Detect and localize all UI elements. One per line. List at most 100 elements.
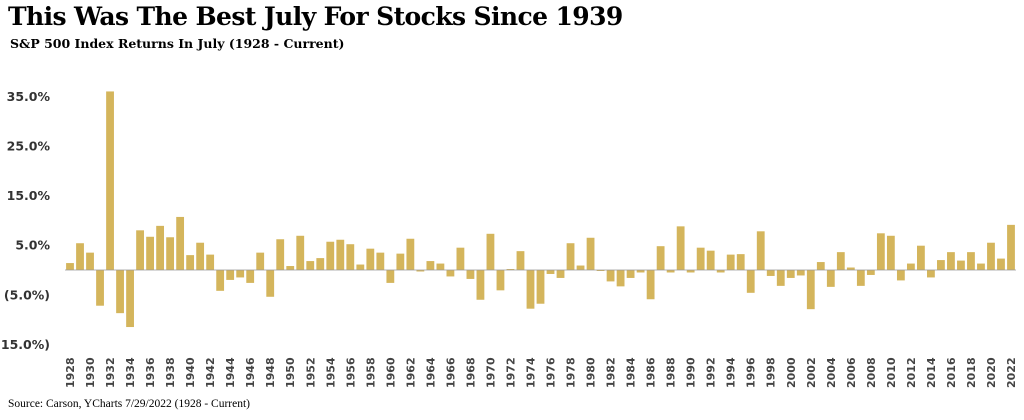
bar-1996	[746, 270, 755, 293]
x-tick-label: 1958	[364, 357, 377, 388]
x-tick-label: 1960	[384, 357, 397, 388]
bar-1990	[686, 270, 695, 273]
x-tick-label: 1986	[645, 357, 658, 388]
bar-1933	[116, 270, 124, 314]
x-tick-label: 1998	[765, 357, 778, 388]
x-tick-label: 1936	[144, 357, 157, 388]
x-tick-label: 1956	[344, 357, 357, 388]
bar-1984	[626, 270, 635, 278]
x-tick-label: 2010	[885, 357, 898, 388]
x-tick-label: 2020	[985, 357, 998, 388]
bar-1961	[396, 253, 405, 270]
bar-2020	[987, 242, 995, 270]
x-tick-label: 2018	[965, 357, 978, 388]
chart-subtitle: S&P 500 Index Returns In July (1928 - Cu…	[10, 36, 345, 51]
x-tick-label: 1984	[625, 357, 638, 388]
bar-2005	[836, 252, 845, 270]
bar-1947	[256, 252, 265, 270]
x-tick-label: 2016	[945, 357, 958, 388]
x-tick-label: 1992	[705, 357, 718, 388]
bar-1937	[156, 225, 165, 270]
bar-1934	[126, 270, 134, 328]
bar-2008	[866, 270, 875, 275]
bar-2018	[967, 252, 975, 270]
bar-1971	[496, 270, 505, 291]
bar-1982	[606, 270, 615, 282]
bar-1983	[616, 270, 625, 287]
bar-1931	[96, 270, 104, 306]
bar-1966	[446, 270, 455, 277]
bar-1941	[196, 242, 205, 270]
bar-1945	[236, 270, 245, 278]
x-axis-ticks: 1928 1930 1932 1934 1936 1938 1940 1942 1944 1946…	[64, 357, 1018, 388]
x-tick-label: 2008	[865, 357, 878, 388]
bar-1960	[386, 270, 395, 283]
bar-2002	[806, 270, 815, 310]
x-tick-label: 1970	[484, 357, 497, 388]
x-tick-label: 1966	[444, 357, 457, 388]
x-tick-label: 1928	[64, 357, 77, 388]
bar-1972	[506, 269, 515, 270]
x-tick-label: 1988	[665, 357, 678, 388]
bar-2016	[947, 252, 955, 270]
source-note: Source: Carson, YCharts 7/29/2022 (1928 …	[8, 398, 250, 410]
x-tick-label: 1974	[525, 357, 538, 388]
x-tick-label: 1938	[164, 357, 177, 388]
bar-1974	[526, 270, 535, 309]
bar-1970	[486, 233, 495, 270]
bar-1965	[436, 263, 445, 270]
x-tick-label: 1942	[204, 357, 217, 388]
bar-1963	[416, 270, 425, 272]
bar-1995	[736, 254, 745, 270]
bar-1928	[66, 263, 74, 270]
bar-2013	[917, 245, 925, 270]
bar-1976	[546, 270, 555, 274]
bar-1952	[306, 261, 315, 270]
bar-2012	[906, 263, 915, 270]
chart-title: This Was The Best July For Stocks Since …	[8, 2, 623, 31]
x-tick-label: 1962	[404, 357, 417, 388]
bar-1938	[166, 237, 175, 270]
bar-1948	[266, 270, 275, 297]
bar-2001	[796, 270, 805, 276]
bar-1989	[676, 226, 685, 270]
bar-1986	[646, 270, 655, 300]
x-tick-label: 1944	[224, 357, 237, 388]
x-tick-label: 1952	[304, 357, 317, 388]
x-tick-label: 1978	[565, 357, 578, 388]
bar-2007	[856, 270, 865, 286]
bar-1985	[636, 270, 645, 273]
x-tick-label: 1982	[605, 357, 618, 388]
x-tick-label: 1976	[545, 357, 558, 388]
y-tick-label: 5.0%	[15, 238, 50, 253]
bar-2003	[816, 262, 825, 270]
bar-1951	[296, 235, 305, 270]
x-tick-label: 1990	[685, 357, 698, 388]
x-tick-label: 1934	[124, 357, 137, 388]
x-tick-label: 1980	[585, 357, 598, 388]
bar-2019	[977, 263, 985, 270]
bar-1992	[706, 250, 715, 270]
bar-1994	[726, 254, 735, 270]
bar-1980	[586, 237, 595, 270]
bar-1998	[766, 270, 775, 276]
x-tick-label: 1968	[464, 357, 477, 388]
y-tick-label: 35.0%	[7, 89, 51, 104]
bar-2009	[876, 233, 885, 270]
bar-1988	[666, 270, 675, 273]
x-tick-label: 1950	[284, 357, 297, 388]
bar-1946	[246, 270, 255, 283]
bar-1997	[756, 231, 765, 270]
bar-1955	[336, 239, 345, 270]
x-tick-label: 2006	[845, 357, 858, 388]
bar-1932	[106, 91, 114, 270]
y-tick-label: 15.0%	[7, 188, 51, 203]
bar-1969	[476, 270, 485, 300]
bar-1964	[426, 261, 435, 270]
bar-2000	[786, 270, 795, 278]
bars-group	[66, 91, 1015, 328]
bar-1999	[776, 270, 785, 286]
bar-2010	[886, 235, 895, 270]
bar-1936	[146, 236, 154, 270]
bar-1942	[206, 254, 215, 270]
